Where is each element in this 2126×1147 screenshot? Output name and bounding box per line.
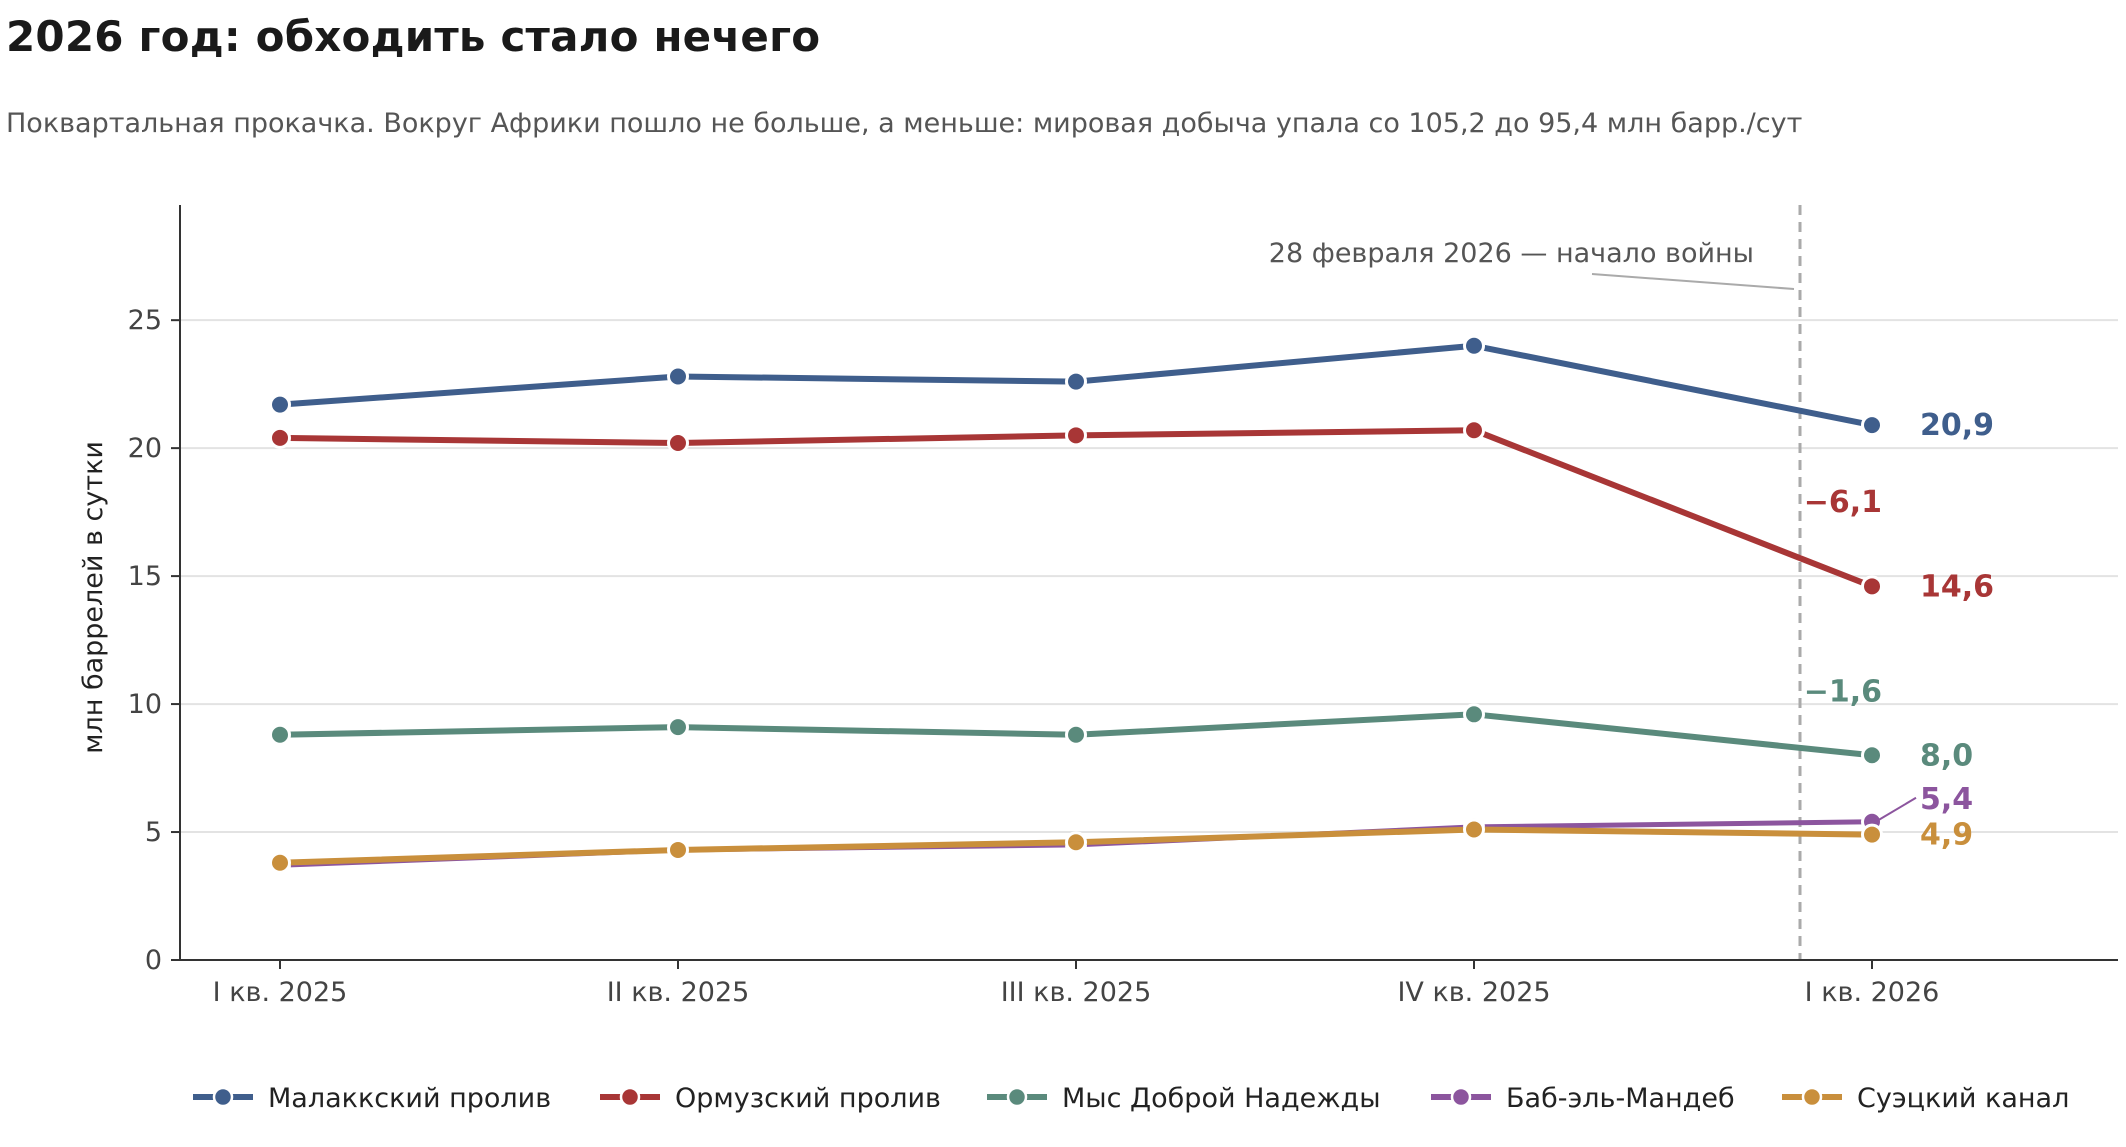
legend-label-2: Мыс Доброй Надежды	[1062, 1083, 1381, 1114]
legend-swatch-marker-4	[1801, 1086, 1823, 1108]
data-point-0-3	[1463, 334, 1485, 357]
data-point-2-1	[667, 716, 689, 739]
legend-label-1: Ормузский пролив	[675, 1083, 941, 1114]
data-point-2-3	[1463, 703, 1485, 726]
data-point-1-4	[1861, 575, 1883, 598]
end-label-1: 14,6	[1920, 569, 1994, 604]
change-label-2: −1,6	[1804, 674, 1882, 709]
x-tick-label-1: II кв. 2025	[607, 977, 750, 1008]
end-label-3: 5,4	[1920, 782, 1973, 817]
data-point-2-0	[269, 723, 291, 746]
annotation-layer: 28 февраля 2026 — начало войны	[1269, 205, 1802, 960]
end-labels: 20,9 14,6 8,0 5,44,9 −6,1 −1,6	[1804, 408, 1994, 852]
end-label-0: 20,9	[1920, 408, 1994, 443]
series-4	[269, 818, 1883, 874]
x-tick-label-2: III кв. 2025	[1001, 977, 1152, 1008]
legend-label-4: Суэцкий канал	[1857, 1083, 2069, 1114]
data-point-2-4	[1861, 744, 1883, 767]
x-tick-label-4: I кв. 2026	[1805, 977, 1940, 1008]
legend-item-2: Мыс Доброй Надежды	[987, 1083, 1381, 1114]
legend-label-3: Баб-эль-Мандеб	[1506, 1083, 1735, 1114]
legend-item-0: Малаккский пролив	[193, 1083, 551, 1114]
annotation-leader	[1591, 273, 1795, 290]
y-tick-label-25: 25	[128, 305, 162, 336]
y-tick-label-5: 5	[145, 817, 162, 848]
data-point-0-1	[667, 365, 689, 388]
legend-swatch-marker-0	[212, 1086, 234, 1108]
end-label-leader-3	[1878, 796, 1917, 821]
y-tick-label-15: 15	[128, 561, 162, 592]
legend-item-4: Суэцкий канал	[1782, 1083, 2069, 1114]
series-0	[269, 334, 1883, 437]
grid-lines	[180, 319, 2118, 834]
data-point-1-1	[667, 432, 689, 455]
end-label-2: 8,0	[1920, 738, 1973, 773]
y-tick-label-20: 20	[128, 433, 162, 464]
chart-subtitle: Поквартальная прокачка. Вокруг Африки по…	[6, 108, 1803, 139]
data-point-2-2	[1065, 723, 1087, 746]
y-axis-label: млн баррелей в сутки	[78, 441, 109, 754]
data-point-4-4	[1861, 823, 1883, 846]
series-2	[269, 703, 1883, 767]
legend: Малаккский пролив Ормузский пролив Мыс Доб…	[193, 1083, 2069, 1114]
data-point-1-0	[269, 426, 291, 449]
legend-item-3: Баб-эль-Мандеб	[1431, 1083, 1735, 1114]
axes: 0 5 10 15 20 25 I кв. 2025 II кв. 2025 III кв. 2…	[128, 205, 2118, 1008]
chart-title: 2026 год: обходить стало нечего	[6, 12, 821, 61]
x-tick-label-3: IV кв. 2025	[1397, 977, 1550, 1008]
legend-swatch-marker-3	[1450, 1086, 1472, 1108]
change-label-1: −6,1	[1804, 485, 1882, 520]
end-label-4: 4,9	[1920, 818, 1973, 853]
annotation-war-start: 28 февраля 2026 — начало войны	[1269, 238, 1754, 269]
data-point-1-2	[1065, 424, 1087, 447]
x-tick-label-0: I кв. 2025	[213, 977, 348, 1008]
y-tick-label-10: 10	[128, 689, 162, 720]
data-point-0-4	[1861, 414, 1883, 437]
legend-swatch-marker-2	[1006, 1086, 1028, 1108]
legend-swatch-marker-1	[619, 1086, 641, 1108]
data-point-0-2	[1065, 370, 1087, 393]
y-tick-label-0: 0	[145, 945, 162, 976]
series-line-1	[277, 427, 1875, 590]
data-point-1-3	[1463, 419, 1485, 442]
legend-item-1: Ормузский пролив	[600, 1083, 941, 1114]
legend-label-0: Малаккский пролив	[268, 1083, 551, 1114]
data-point-0-0	[269, 393, 291, 416]
series-1	[269, 419, 1883, 598]
data-point-4-0	[269, 851, 291, 874]
data-point-4-3	[1463, 818, 1485, 841]
data-point-4-2	[1065, 831, 1087, 854]
series-layer	[269, 334, 1883, 877]
data-point-4-1	[667, 838, 689, 861]
